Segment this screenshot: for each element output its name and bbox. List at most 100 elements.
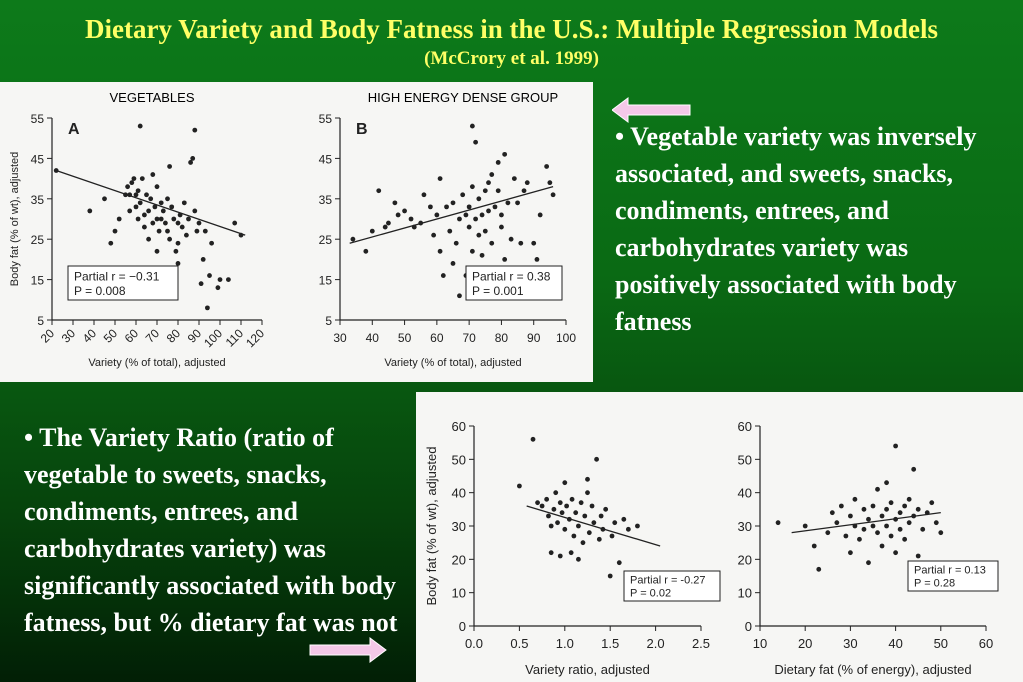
y-tick-label: 45 <box>319 152 333 166</box>
data-point <box>550 192 556 198</box>
data-point <box>553 490 559 496</box>
x-tick-label: 60 <box>122 326 142 346</box>
data-point <box>612 520 618 526</box>
x-axis-label: Variety (% of total), adjusted <box>384 357 521 369</box>
figure-panel-top: 5 15 25 35 45 55 20 30 40 50 60 70 80 90 100 110 120 VEGE… <box>0 82 593 382</box>
data-point <box>829 510 835 516</box>
y-tick-label: 40 <box>452 486 466 501</box>
data-point <box>469 184 475 190</box>
chart-title: VEGETABLES <box>109 90 194 105</box>
x-tick-label: 100 <box>556 331 576 345</box>
data-point <box>603 506 609 512</box>
bullet-vegetable-variety: • Vegetable variety was inversely associ… <box>615 122 977 336</box>
data-point <box>547 180 553 186</box>
data-point <box>200 257 206 262</box>
data-point <box>521 188 527 194</box>
data-point <box>108 240 114 246</box>
data-point <box>578 500 584 506</box>
data-point <box>205 305 210 311</box>
data-point <box>848 513 853 519</box>
data-point <box>112 228 118 234</box>
data-point <box>102 196 107 202</box>
data-point <box>175 261 181 266</box>
data-point <box>173 248 179 254</box>
y-tick-label: 10 <box>452 586 466 601</box>
data-point <box>133 204 139 210</box>
x-tick-label: 20 <box>38 326 58 346</box>
y-tick-label: 55 <box>319 112 333 126</box>
data-point <box>607 573 613 579</box>
data-point <box>215 285 221 291</box>
data-point <box>535 500 540 506</box>
data-point <box>555 520 560 526</box>
x-tick-label: 2.0 <box>647 636 665 651</box>
data-point <box>875 486 880 492</box>
data-point <box>489 240 495 246</box>
data-point <box>226 277 231 282</box>
data-point <box>207 273 212 278</box>
data-point <box>482 228 488 234</box>
data-point <box>457 293 462 299</box>
data-point <box>444 204 449 210</box>
data-point <box>585 476 590 482</box>
x-tick-label: 1.5 <box>601 636 619 651</box>
data-point <box>469 248 475 254</box>
x-tick-label: 90 <box>527 331 541 345</box>
data-point <box>431 232 437 238</box>
data-point <box>142 212 147 218</box>
data-point <box>150 220 156 226</box>
data-point <box>469 123 475 129</box>
data-point <box>181 200 187 206</box>
right-arrow-icon <box>309 637 387 663</box>
data-point <box>576 556 581 562</box>
data-point <box>232 220 238 226</box>
data-point <box>589 503 595 509</box>
y-tick-label: 20 <box>452 552 466 567</box>
left-arrow-icon <box>612 97 691 123</box>
data-point <box>539 503 545 509</box>
y-axis-label: Body fat (% of wt), adjusted <box>9 152 21 287</box>
data-point <box>915 553 921 559</box>
data-point <box>411 224 417 230</box>
x-tick-label: 0.0 <box>465 636 483 651</box>
data-point <box>158 200 164 206</box>
data-point <box>421 192 427 198</box>
data-point <box>447 228 453 234</box>
stats-box <box>465 265 563 301</box>
data-point <box>154 184 160 190</box>
data-point <box>834 520 840 526</box>
y-tick-label: 55 <box>31 112 45 126</box>
data-point <box>586 530 592 536</box>
x-tick-label: 60 <box>979 636 993 651</box>
data-point <box>142 224 147 230</box>
data-point <box>350 236 356 242</box>
data-point <box>911 466 917 472</box>
data-point <box>544 496 550 502</box>
data-point <box>531 240 537 246</box>
x-tick-label: 2.5 <box>692 636 710 651</box>
stats-box <box>623 570 721 602</box>
data-point <box>209 240 215 246</box>
data-point <box>450 200 456 206</box>
data-point <box>198 281 204 287</box>
data-point <box>861 506 867 512</box>
data-point <box>202 228 208 234</box>
data-point <box>929 500 935 506</box>
data-point <box>915 506 921 512</box>
data-point <box>473 216 478 222</box>
data-point <box>625 526 631 532</box>
data-point <box>188 160 194 165</box>
chart-title: HIGH ENERGY DENSE GROUP <box>368 90 558 105</box>
data-point <box>369 228 375 234</box>
y-tick-label: 15 <box>319 274 333 288</box>
data-point <box>857 536 862 542</box>
regression-line <box>55 169 246 236</box>
data-point <box>171 216 177 222</box>
data-point <box>363 248 369 254</box>
data-point <box>466 204 472 210</box>
data-point <box>616 560 622 566</box>
data-point <box>870 523 876 529</box>
x-tick-label: 70 <box>462 331 476 345</box>
data-point <box>635 523 640 529</box>
data-point <box>123 192 128 198</box>
